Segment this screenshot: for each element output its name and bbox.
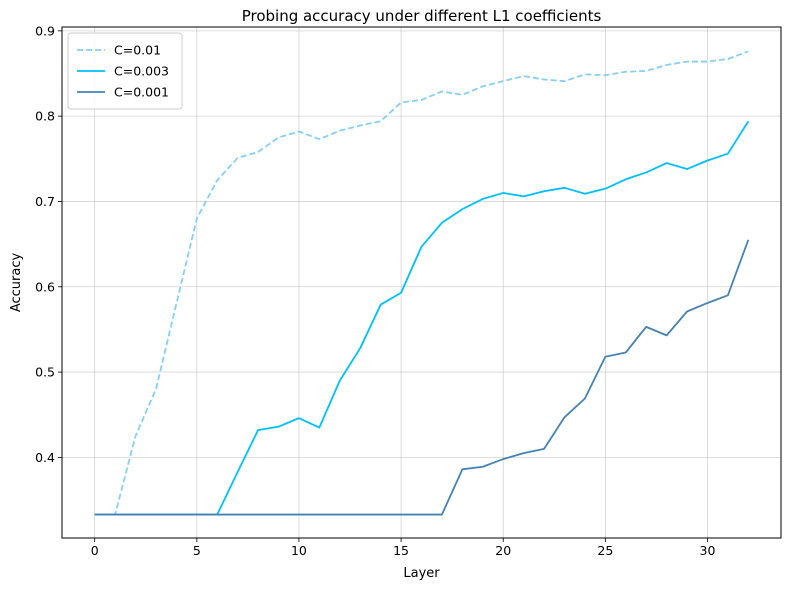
y-axis-ticks: 0.4 0.5 0.6 0.7 0.8 0.9 bbox=[35, 23, 62, 465]
y-tick-label: 0.5 bbox=[35, 365, 55, 380]
series-lines bbox=[94, 50, 750, 516]
chart-title: Probing accuracy under different L1 coef… bbox=[242, 7, 602, 25]
series-line-1 bbox=[94, 50, 749, 516]
legend: C=0.01 C=0.003 C=0.001 bbox=[67, 32, 183, 110]
x-tick-label: 10 bbox=[291, 543, 307, 558]
legend-box bbox=[67, 32, 183, 110]
plot-frame bbox=[61, 26, 782, 539]
grid bbox=[62, 27, 781, 538]
legend-label: C=0.003 bbox=[114, 64, 169, 79]
x-axis-ticks: 0 5 10 15 20 25 30 bbox=[91, 538, 716, 558]
y-tick-label: 0.4 bbox=[35, 450, 55, 465]
y-axis-label: Accuracy bbox=[9, 253, 24, 313]
x-tick-label: 25 bbox=[597, 543, 613, 558]
legend-label: C=0.001 bbox=[114, 85, 169, 100]
x-tick-label: 30 bbox=[700, 543, 716, 558]
x-tick-label: 5 bbox=[193, 543, 201, 558]
y-tick-label: 0.6 bbox=[35, 279, 55, 294]
legend-label: C=0.01 bbox=[114, 43, 161, 58]
series-line-3 bbox=[94, 239, 750, 516]
y-tick-label: 0.7 bbox=[35, 194, 55, 209]
y-tick-label: 0.8 bbox=[35, 109, 55, 124]
x-tick-label: 20 bbox=[495, 543, 511, 558]
y-tick-label: 0.9 bbox=[35, 23, 55, 38]
x-tick-label: 15 bbox=[393, 543, 409, 558]
x-tick-label: 0 bbox=[91, 543, 99, 558]
x-axis-label: Layer bbox=[403, 566, 440, 581]
